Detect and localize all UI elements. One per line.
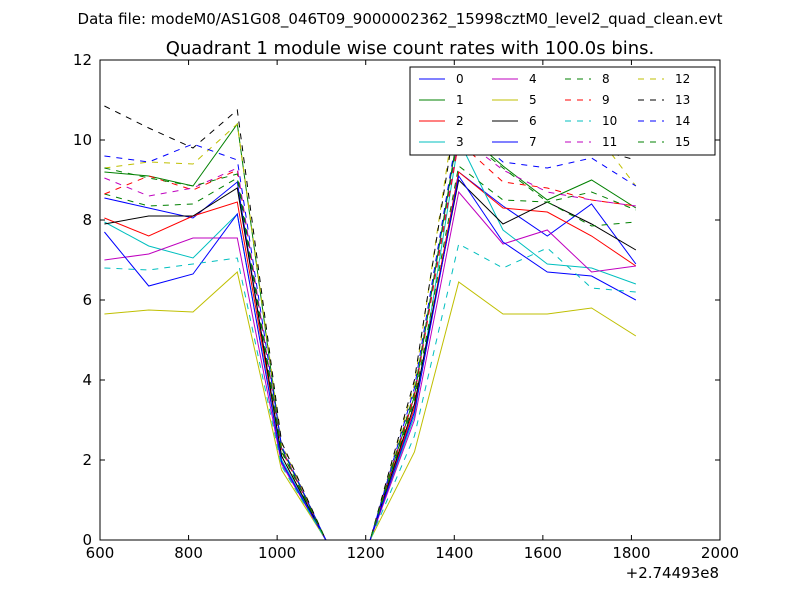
legend-label-12: 12: [675, 72, 690, 86]
y-tick-label-4: 4: [82, 371, 92, 389]
y-tick-label-0: 0: [82, 531, 92, 549]
legend-label-0: 0: [456, 72, 464, 86]
series-line-8: [104, 165, 637, 541]
legend-label-15: 15: [675, 135, 690, 149]
legend-label-3: 3: [456, 135, 464, 149]
y-tick-label-8: 8: [82, 211, 92, 229]
x-tick-label-1400: 1400: [435, 544, 473, 562]
series-line-9: [104, 141, 636, 541]
legend-label-6: 6: [529, 114, 537, 128]
legend-label-5: 5: [529, 93, 537, 107]
legend-label-14: 14: [675, 114, 690, 128]
legend-label-4: 4: [529, 72, 537, 86]
legend-label-13: 13: [675, 93, 690, 107]
x-tick-label-800: 800: [174, 544, 203, 562]
x-tick-label-2000: 2000: [701, 544, 739, 562]
x-tick-label-1800: 1800: [612, 544, 650, 562]
legend-label-7: 7: [529, 135, 537, 149]
legend-label-1: 1: [456, 93, 464, 107]
y-tick-label-10: 10: [73, 131, 92, 149]
legend-label-11: 11: [602, 135, 617, 149]
x-tick-label-1000: 1000: [258, 544, 296, 562]
y-tick-label-6: 6: [82, 291, 92, 309]
plot-area: 600 800 1000 1200 1400 1600 1800 20000246810120…: [73, 51, 739, 562]
data-file-header: Data file: modeM0/AS1G08_046T09_90000023…: [78, 10, 723, 29]
y-tick-label-2: 2: [82, 451, 92, 469]
legend-label-10: 10: [602, 114, 617, 128]
x-tick-label-1200: 1200: [347, 544, 385, 562]
legend-label-2: 2: [456, 114, 464, 128]
legend-box: [409, 66, 716, 156]
x-axis-offset-label: +2.74493e8: [626, 564, 719, 582]
legend-label-9: 9: [602, 93, 610, 107]
legend-label-8: 8: [602, 72, 610, 86]
x-tick-label-1600: 1600: [524, 544, 562, 562]
y-tick-label-12: 12: [73, 51, 92, 69]
x-tick-label-600: 600: [86, 544, 115, 562]
series-line-10: [104, 243, 636, 541]
chart-title: Quadrant 1 module wise count rates with …: [166, 38, 655, 59]
